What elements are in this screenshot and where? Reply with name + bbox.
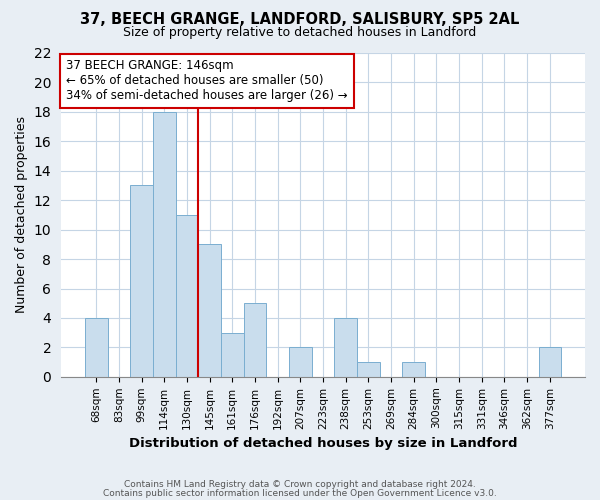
- Bar: [244, 303, 266, 377]
- Text: 37, BEECH GRANGE, LANDFORD, SALISBURY, SP5 2AL: 37, BEECH GRANGE, LANDFORD, SALISBURY, S…: [80, 12, 520, 28]
- Bar: [221, 332, 244, 377]
- Bar: [176, 215, 198, 377]
- Text: Contains HM Land Registry data © Crown copyright and database right 2024.: Contains HM Land Registry data © Crown c…: [124, 480, 476, 489]
- Y-axis label: Number of detached properties: Number of detached properties: [15, 116, 28, 314]
- Bar: [289, 348, 311, 377]
- Bar: [198, 244, 221, 377]
- Bar: [334, 318, 357, 377]
- Text: Contains public sector information licensed under the Open Government Licence v3: Contains public sector information licen…: [103, 488, 497, 498]
- Bar: [403, 362, 425, 377]
- Bar: [130, 186, 153, 377]
- Text: Size of property relative to detached houses in Landford: Size of property relative to detached ho…: [124, 26, 476, 39]
- Bar: [153, 112, 176, 377]
- Bar: [357, 362, 380, 377]
- Text: 37 BEECH GRANGE: 146sqm
← 65% of detached houses are smaller (50)
34% of semi-de: 37 BEECH GRANGE: 146sqm ← 65% of detache…: [66, 60, 348, 102]
- X-axis label: Distribution of detached houses by size in Landford: Distribution of detached houses by size …: [129, 437, 517, 450]
- Bar: [85, 318, 107, 377]
- Bar: [539, 348, 561, 377]
